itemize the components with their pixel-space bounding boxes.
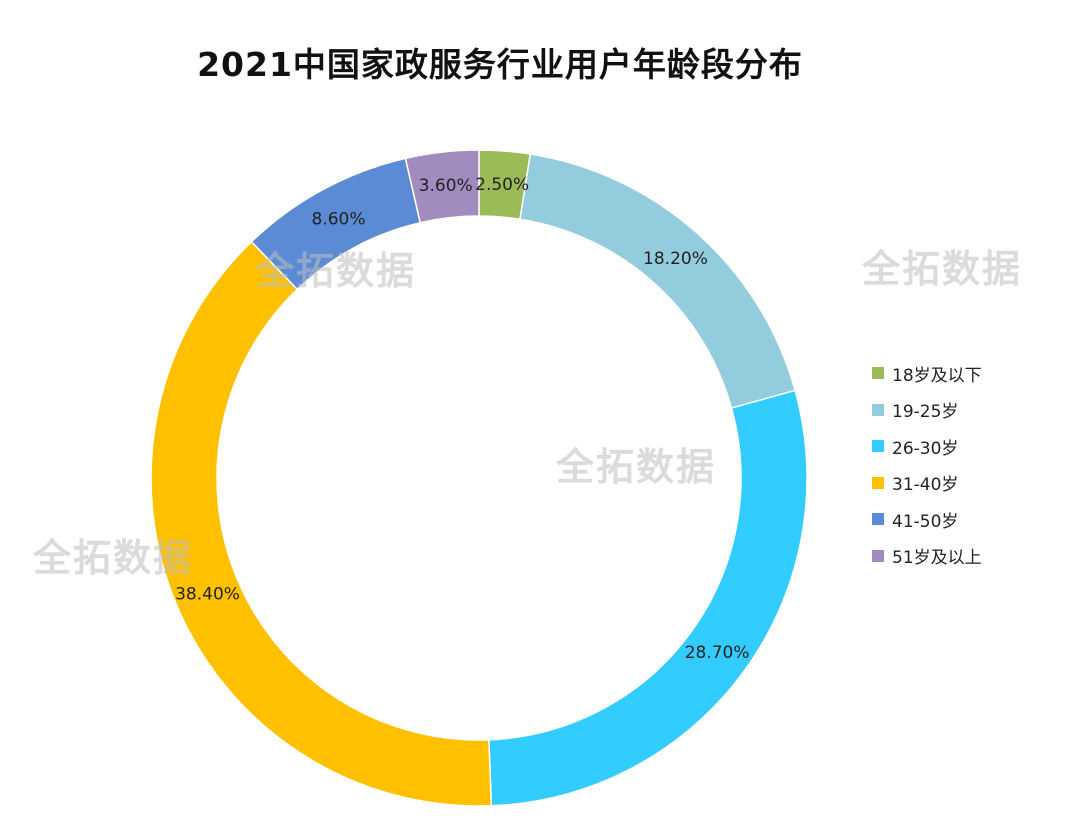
legend-swatch xyxy=(872,513,884,525)
legend-label: 31-40岁 xyxy=(892,475,959,495)
legend-item: 19-25岁 xyxy=(872,399,982,422)
legend-label: 51岁及以上 xyxy=(892,548,982,568)
legend-item: 31-40岁 xyxy=(872,472,982,495)
legend-label: 18岁及以下 xyxy=(892,365,982,386)
data-label: 8.60% xyxy=(312,210,366,230)
legend-swatch xyxy=(872,549,884,562)
legend-label: 19-25岁 xyxy=(892,402,959,422)
legend-swatch xyxy=(872,476,884,489)
data-label: 3.60% xyxy=(419,176,473,196)
legend-label: 26-30岁 xyxy=(892,438,959,459)
donut-slice-3 xyxy=(150,240,493,807)
legend-swatch xyxy=(872,440,884,452)
donut-slices xyxy=(150,149,808,807)
legend-item: 51岁及以上 xyxy=(872,545,982,568)
legend-item: 26-30岁 xyxy=(872,435,982,459)
data-label: 28.70% xyxy=(685,643,750,663)
legend-item: 41-50岁 xyxy=(872,508,982,532)
donut-slice-2 xyxy=(488,389,808,807)
data-label: 18.20% xyxy=(643,249,708,269)
donut-data-labels: 2.50% 18.20% 28.70% 38.40% 8.60% 3.60% xyxy=(175,175,749,663)
donut-slice-5 xyxy=(404,149,480,224)
legend-item: 18岁及以下 xyxy=(872,362,982,386)
data-label: 38.40% xyxy=(175,584,240,604)
legend-swatch xyxy=(872,367,884,379)
chart-title: 2021中国家政服务行业用户年龄段分布 xyxy=(197,45,803,84)
legend-label: 41-50岁 xyxy=(892,511,959,532)
donut-slice-1 xyxy=(519,153,797,409)
data-label: 2.50% xyxy=(475,175,529,195)
chart-legend: 18岁及以下 19-25岁 26-30岁 31-40岁 41-50岁 51岁及以上 xyxy=(872,362,982,581)
legend-swatch xyxy=(872,403,884,416)
